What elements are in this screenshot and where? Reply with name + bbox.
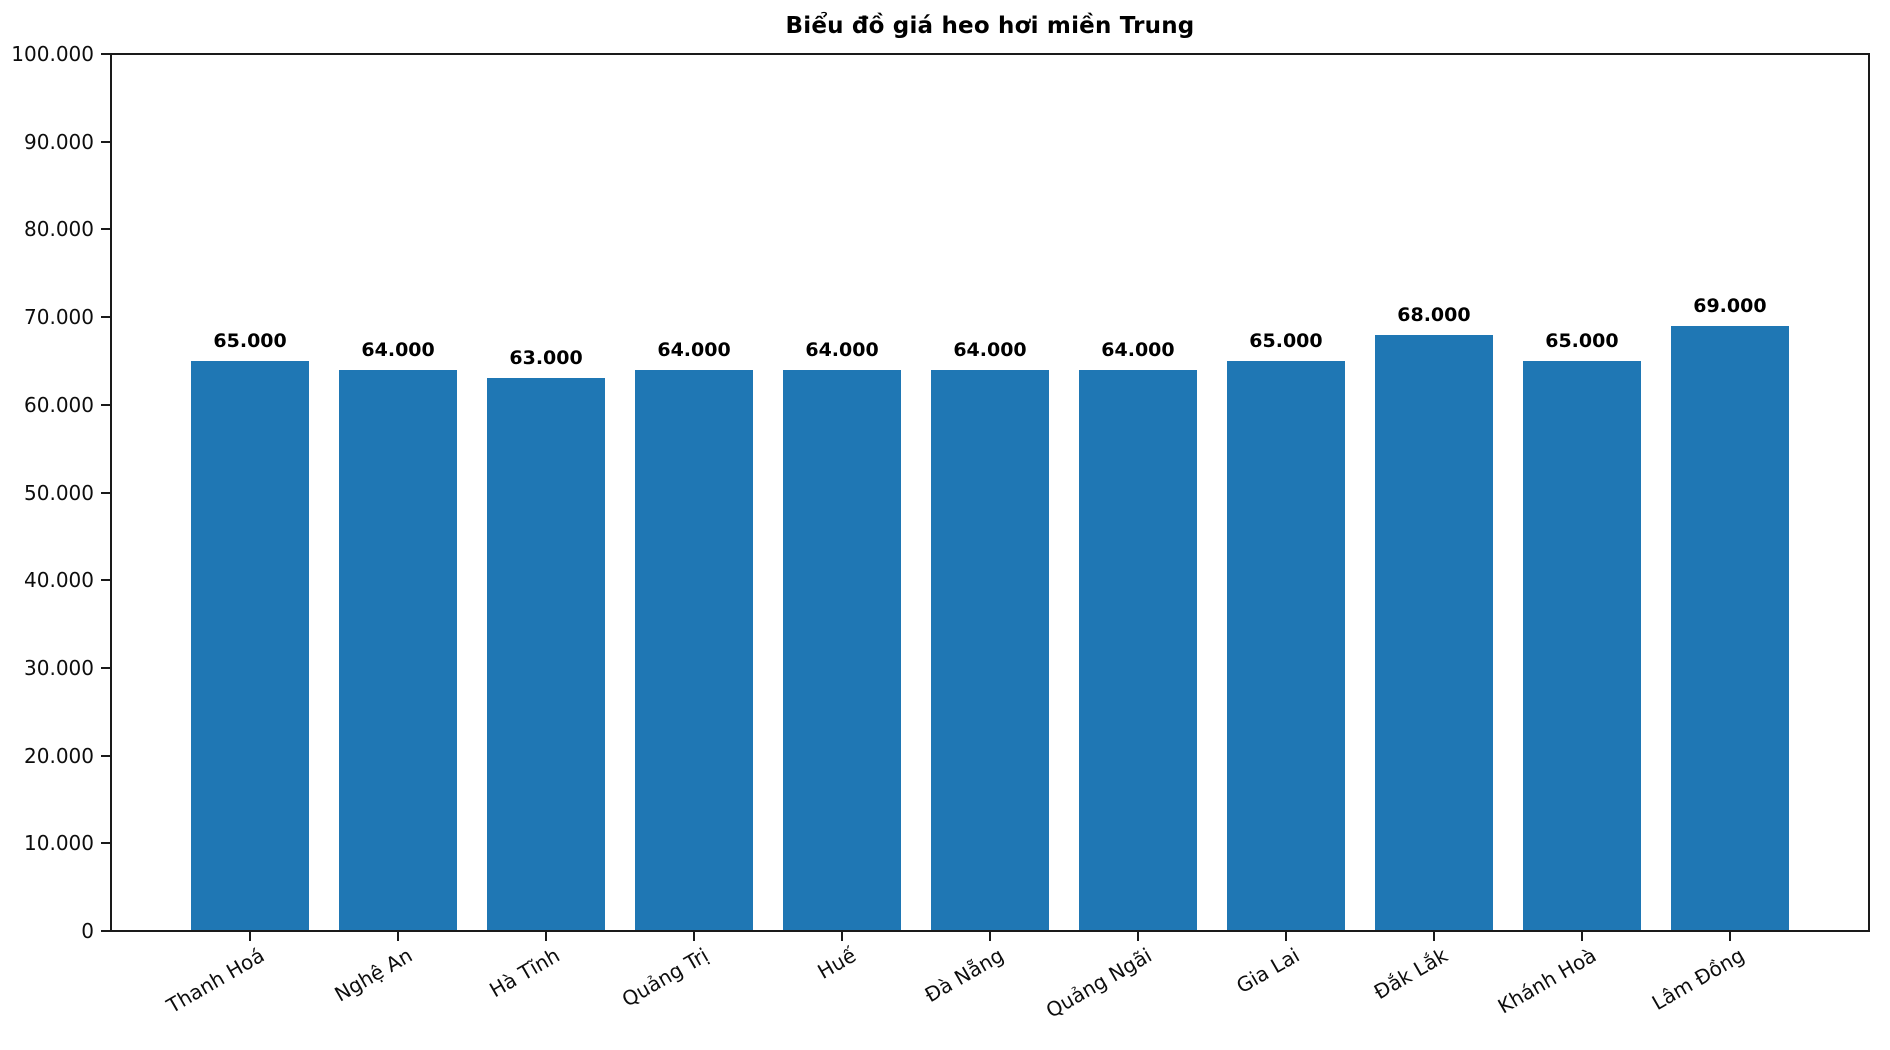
y-axis-tick-label: 50.000 (24, 480, 94, 505)
y-axis-tick (101, 579, 110, 582)
x-axis-tick (841, 932, 844, 941)
bar (930, 369, 1050, 931)
bar-value-label: 64.000 (953, 338, 1027, 361)
y-axis-tick (101, 140, 110, 143)
y-axis-tick (101, 666, 110, 669)
y-axis-tick-label: 60.000 (24, 392, 94, 417)
y-axis-tick-label: 0 (81, 919, 94, 943)
bar (1226, 360, 1346, 931)
x-axis-tick-label: Gia Lai (1232, 943, 1304, 999)
bar-value-label: 64.000 (657, 338, 731, 361)
x-axis-tick (1728, 932, 1731, 941)
x-axis-tick (249, 932, 252, 941)
x-axis-tick (1136, 932, 1139, 941)
y-axis-tick (101, 491, 110, 494)
x-axis-tick-label: Thanh Hoá (162, 943, 269, 1018)
bar (1078, 369, 1198, 931)
x-axis-tick-label: Đà Nẵng (920, 943, 1008, 1008)
bar (782, 369, 902, 931)
y-axis-tick (101, 754, 110, 757)
bar (486, 378, 606, 931)
y-axis-tick-label: 100.000 (11, 42, 94, 66)
bar-value-label: 69.000 (1693, 294, 1767, 317)
y-axis-tick (101, 930, 110, 932)
bar (190, 360, 310, 931)
x-axis-tick (1284, 932, 1287, 941)
bar (1522, 360, 1642, 931)
y-axis-tick-label: 10.000 (24, 831, 94, 856)
x-axis-tick (693, 932, 696, 941)
y-axis-tick (101, 842, 110, 845)
x-axis-tick (1432, 932, 1435, 941)
plot-area (110, 53, 1870, 932)
y-axis-tick (101, 403, 110, 406)
x-axis-tick-label: Hà Tĩnh (485, 943, 565, 1003)
x-axis-tick-label: Huế (813, 943, 861, 984)
bar-value-label: 65.000 (1249, 329, 1323, 352)
bar-value-label: 64.000 (1101, 338, 1175, 361)
y-axis-tick (101, 228, 110, 231)
x-axis-tick (989, 932, 991, 941)
y-axis-tick-label: 70.000 (24, 305, 94, 330)
x-axis-tick-label: Quảng Trị (617, 943, 713, 1012)
bar-value-label: 64.000 (805, 338, 879, 361)
y-axis-tick-label: 90.000 (24, 129, 94, 154)
bar-value-label: 65.000 (213, 329, 287, 352)
x-axis-tick-label: Đắk Lắk (1370, 943, 1452, 1005)
bar (338, 369, 458, 931)
bar-value-label: 65.000 (1545, 329, 1619, 352)
bar (1670, 325, 1790, 931)
x-axis-tick (1580, 932, 1583, 941)
y-axis-tick-label: 80.000 (24, 217, 94, 242)
bar (634, 369, 754, 931)
y-axis-tick-label: 30.000 (24, 655, 94, 680)
x-axis-tick-label: Lâm Đồng (1647, 943, 1748, 1015)
y-axis-tick (101, 53, 110, 55)
x-axis-tick-label: Khánh Hoà (1493, 943, 1600, 1019)
bar-value-label: 68.000 (1397, 303, 1471, 326)
x-axis-tick-label: Nghệ An (330, 943, 417, 1007)
bar (1374, 334, 1494, 931)
x-axis-tick (545, 932, 548, 941)
y-axis-tick-label: 20.000 (24, 743, 94, 768)
chart-title: Biểu đồ giá heo hơi miền Trung (785, 13, 1195, 39)
y-axis-tick-label: 40.000 (24, 568, 94, 593)
bar-value-label: 63.000 (509, 347, 583, 370)
y-axis-tick (101, 316, 110, 319)
bar-value-label: 64.000 (361, 338, 435, 361)
x-axis-tick-label: Quảng Ngãi (1041, 943, 1156, 1023)
x-axis-tick (397, 932, 400, 941)
